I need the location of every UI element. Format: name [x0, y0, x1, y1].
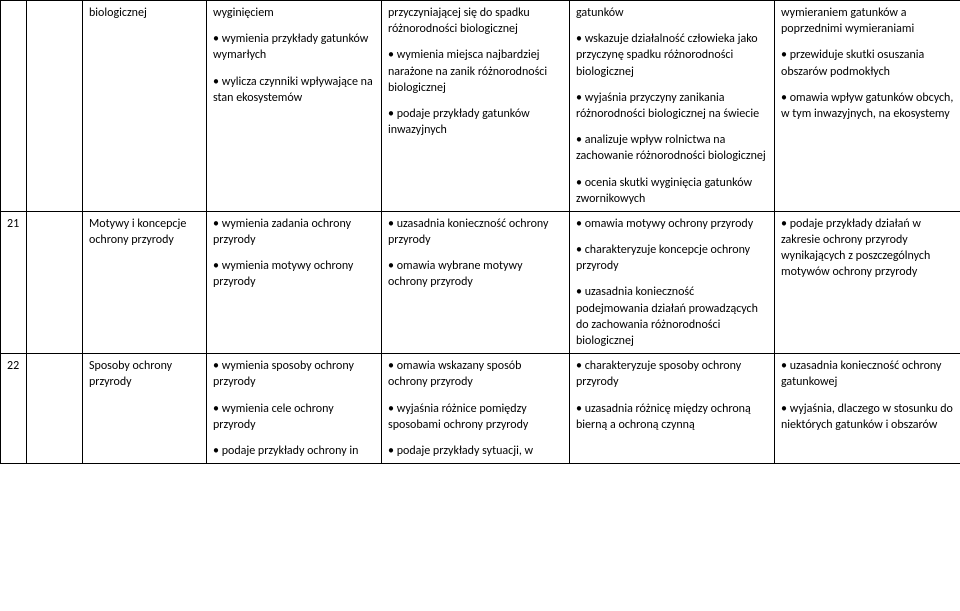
cell-paragraph: • wymienia przykłady gatunków wymarłych [213, 31, 375, 63]
cell-paragraph: • wymienia sposoby ochrony przyrody [213, 358, 375, 390]
cell-paragraph: • wskazuje działalność człowieka jako pr… [576, 31, 768, 80]
cell-paragraph: • wylicza czynniki wpływające na stan ek… [213, 74, 375, 106]
cell-col3: • wymienia zadania ochrony przyrody • wym… [207, 211, 382, 353]
cell-paragraph: przyczyniającej się do spadku różnorodno… [388, 5, 563, 37]
cell-col5: • omawia motywy ochrony przyrody • charak… [570, 211, 775, 353]
cell-paragraph: wymieraniem gatunków a poprzednimi wymie… [781, 5, 954, 37]
cell-paragraph: • wymienia motywy ochrony przyrody [213, 258, 375, 290]
cell-paragraph: wyginięciem [213, 5, 375, 21]
cell-paragraph: gatunków [576, 5, 768, 21]
cell-paragraph: • uzasadnia konieczność ochrony przyrody [388, 216, 563, 248]
row-number [1, 1, 27, 212]
cell-paragraph: • uzasadnia konieczność podejmowania dzi… [576, 284, 768, 349]
row-number: 22 [1, 354, 27, 464]
cell-col3: • wymienia sposoby ochrony przyrody • wym… [207, 354, 382, 464]
cell-paragraph: • wyjaśnia różnice pomiędzy sposobami oc… [388, 401, 563, 433]
cell-paragraph: • omawia motywy ochrony przyrody [576, 216, 768, 232]
row-topic [27, 354, 83, 464]
row-topic [27, 1, 83, 212]
cell-paragraph: • podaje przykłady sytuacji, w [388, 443, 563, 459]
cell-paragraph: • analizuje wpływ rolnictwa na zachowani… [576, 132, 768, 164]
cell-paragraph: • podaje przykłady gatunków inwazyjnych [388, 106, 563, 138]
cell-paragraph: • przewiduje skutki osuszania obszarów p… [781, 47, 954, 79]
cell-paragraph: • uzasadnia konieczność ochrony gatunkow… [781, 358, 954, 390]
row-subject: Sposoby ochrony przyrody [83, 354, 207, 464]
table-row: 22 Sposoby ochrony przyrody• wymienia spo… [1, 354, 960, 464]
cell-paragraph: • omawia wybrane motywy ochrony przyrody [388, 258, 563, 290]
cell-paragraph: • charakteryzuje koncepcje ochrony przyr… [576, 242, 768, 274]
cell-paragraph: • charakteryzuje sposoby ochrony przyrod… [576, 358, 768, 390]
table-row: biologicznej wyginięciem • wymienia przykł… [1, 1, 960, 212]
cell-col4: • omawia wskazany sposób ochrony przyrod… [382, 354, 570, 464]
cell-col6: wymieraniem gatunków a poprzednimi wymie… [775, 1, 960, 212]
cell-paragraph: • omawia wskazany sposób ochrony przyrod… [388, 358, 563, 390]
cell-paragraph: • wyjaśnia przyczyny zanikania różnorodn… [576, 90, 768, 122]
cell-paragraph: • wymienia cele ochrony przyrody [213, 401, 375, 433]
cell-col3: wyginięciem • wymienia przykłady gatunków… [207, 1, 382, 212]
cell-col5: • charakteryzuje sposoby ochrony przyrod… [570, 354, 775, 464]
cell-paragraph: • podaje przykłady ochrony in [213, 443, 375, 459]
cell-paragraph: • uzasadnia różnicę między ochroną biern… [576, 401, 768, 433]
table-row: 21 Motywy i koncepcje ochrony przyrody• w… [1, 211, 960, 353]
cell-col4: • uzasadnia konieczność ochrony przyrody… [382, 211, 570, 353]
row-number: 21 [1, 211, 27, 353]
cell-col5: gatunków • wskazuje działalność człowieka… [570, 1, 775, 212]
curriculum-table: biologicznej wyginięciem • wymienia przykł… [0, 0, 960, 464]
row-subject: Motywy i koncepcje ochrony przyrody [83, 211, 207, 353]
cell-col6: • podaje przykłady działań w zakresie oc… [775, 211, 960, 353]
cell-paragraph: • podaje przykłady działań w zakresie oc… [781, 216, 954, 281]
cell-col6: • uzasadnia konieczność ochrony gatunkow… [775, 354, 960, 464]
cell-paragraph: • wyjaśnia, dlaczego w stosunku do niekt… [781, 401, 954, 433]
cell-paragraph: • ocenia skutki wyginięcia gatunków zwor… [576, 175, 768, 207]
cell-paragraph: • wymienia zadania ochrony przyrody [213, 216, 375, 248]
row-topic [27, 211, 83, 353]
cell-col4: przyczyniającej się do spadku różnorodno… [382, 1, 570, 212]
cell-paragraph: • omawia wpływ gatunków obcych, w tym in… [781, 90, 954, 122]
row-subject: biologicznej [83, 1, 207, 212]
cell-paragraph: • wymienia miejsca najbardziej narażone … [388, 47, 563, 96]
